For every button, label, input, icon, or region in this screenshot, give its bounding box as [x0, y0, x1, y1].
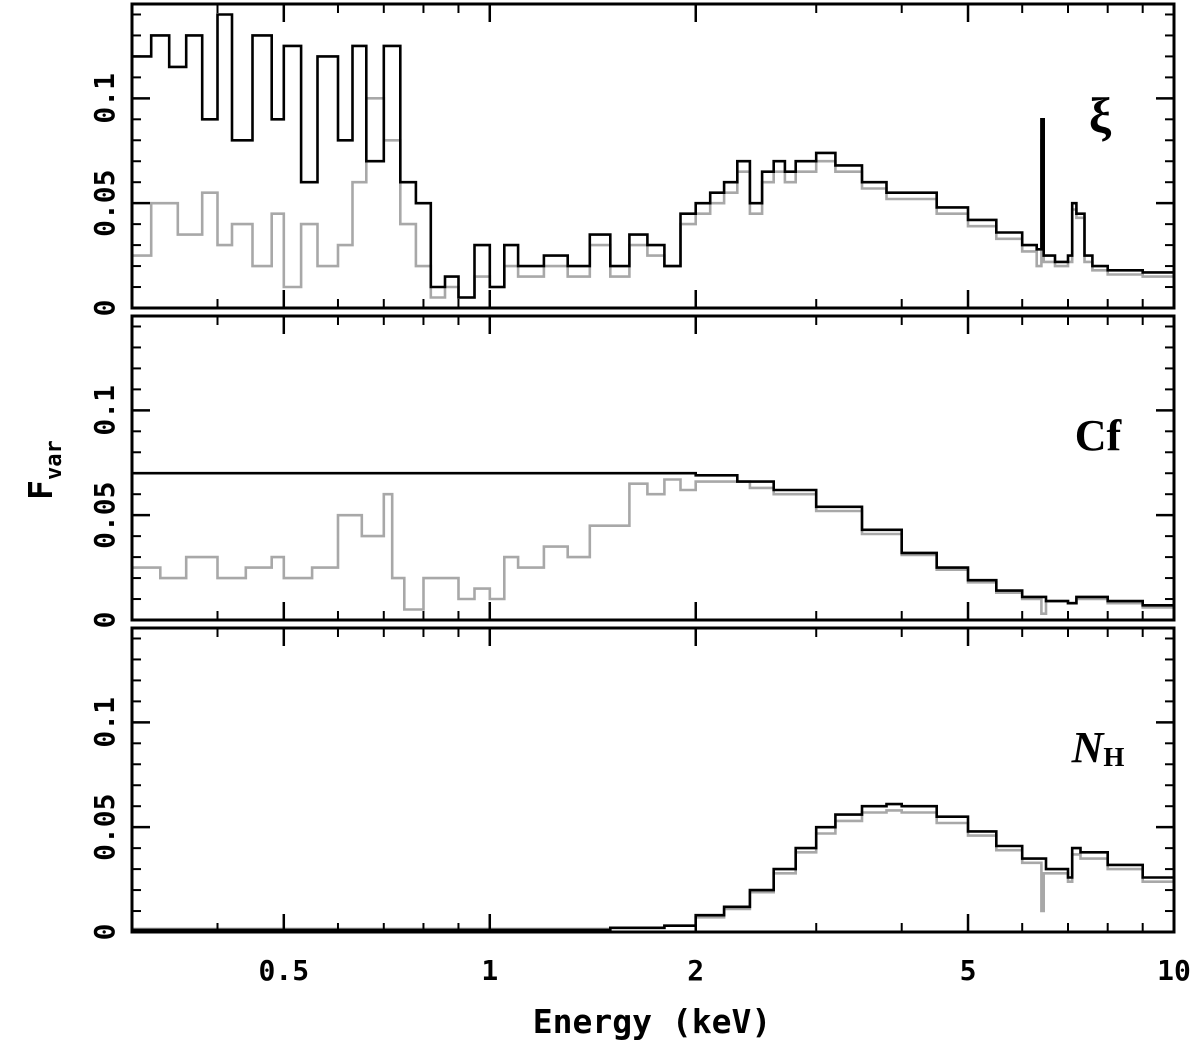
panel-nh: 0 0.05 0.1 NH — [88, 626, 1176, 941]
y-tick-label-nh-0: 0 — [88, 924, 121, 941]
y-tick-label-cf-0: 0 — [88, 612, 121, 629]
series-black-cf — [132, 471, 1176, 608]
x-axis-title: Energy (keV) — [533, 1002, 771, 1041]
y-tick-label-xi-1: 0.05 — [88, 169, 121, 236]
series-grey-nh — [132, 809, 1176, 931]
series-black-xi — [132, 13, 1176, 299]
x-tick-label-3: 5 — [960, 954, 977, 987]
y-axis-title-main: F — [21, 480, 60, 500]
x-tick-label-2: 2 — [687, 954, 704, 987]
panel-label-nh: NH — [1071, 723, 1125, 772]
panels-group: 0 0.05 0.1 ξ 0 0.05 0.1 Cf 0 0.05 0.1 NH 0.5 1 2 5 10 — [88, 2, 1191, 987]
svg-text:Fvar: Fvar — [21, 440, 67, 500]
panel-label-main-nh: N — [1071, 723, 1106, 772]
panel-label-xi: ξ — [1089, 87, 1112, 143]
y-tick-label-cf-2: 0.1 — [88, 385, 121, 436]
y-tick-label-nh-2: 0.1 — [88, 697, 121, 748]
panel-label-sub-nh: H — [1103, 742, 1124, 772]
series-grey-cf — [132, 478, 1176, 615]
panel-frame-nh — [130, 626, 1176, 934]
series-black-nh — [132, 802, 1176, 932]
y-axis-title: Fvar — [21, 440, 67, 500]
panel-label-cf: Cf — [1075, 411, 1123, 460]
x-tick-labels: 0.5 1 2 5 10 — [259, 954, 1191, 987]
x-tick-label-1: 1 — [481, 954, 498, 987]
y-axis-title-sub: var — [42, 440, 67, 480]
panel-label-main-cf: Cf — [1075, 411, 1123, 460]
panel-label-main-xi: ξ — [1089, 87, 1112, 143]
y-tick-label-nh-1: 0.05 — [88, 793, 121, 860]
y-tick-label-xi-0: 0 — [88, 300, 121, 317]
y-tick-label-xi-2: 0.1 — [88, 73, 121, 124]
panel-cf: 0 0.05 0.1 Cf — [88, 314, 1176, 629]
series-grey-xi — [132, 97, 1174, 299]
x-tick-label-0: 0.5 — [259, 954, 310, 987]
panel-frame-xi — [130, 2, 1176, 310]
panel-frame-cf — [130, 314, 1176, 622]
x-tick-label-4: 10 — [1157, 954, 1191, 987]
y-tick-label-cf-1: 0.05 — [88, 481, 121, 548]
panel-xi: 0 0.05 0.1 ξ — [88, 2, 1176, 317]
